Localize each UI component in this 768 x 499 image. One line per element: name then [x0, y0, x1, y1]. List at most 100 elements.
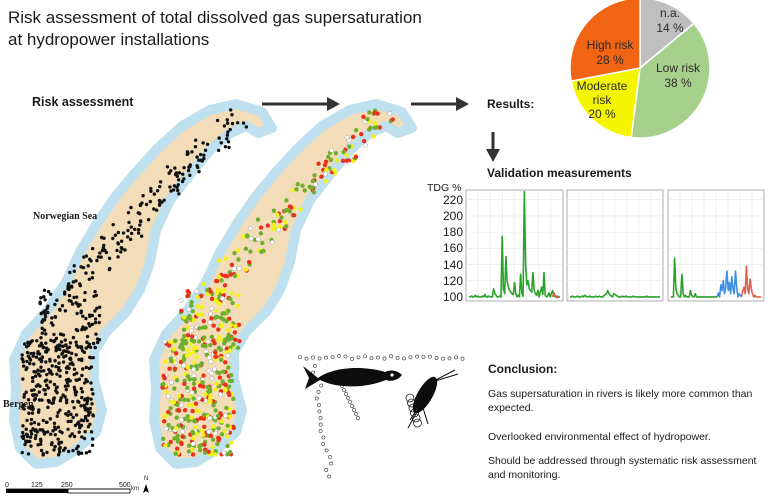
facility-dot	[45, 450, 49, 455]
facility-dot	[83, 408, 88, 412]
facility-dot	[20, 353, 24, 357]
pie-label-high: High risk 28 %	[580, 38, 640, 68]
risk-dot	[228, 373, 234, 378]
facility-dot	[39, 359, 44, 364]
facility-dot	[90, 322, 95, 327]
facility-dot	[195, 164, 199, 168]
facility-dot	[36, 351, 40, 356]
risk-dot	[279, 215, 284, 220]
risk-dot	[191, 339, 197, 344]
risk-dot	[332, 167, 337, 173]
facility-dot	[74, 279, 78, 283]
facility-dot	[169, 189, 173, 193]
risk-dot	[203, 392, 208, 397]
risk-dot	[208, 289, 213, 294]
risk-dot	[173, 351, 179, 356]
facility-dot	[225, 118, 229, 122]
facility-dot	[226, 130, 230, 134]
risk-dot	[374, 125, 379, 130]
facility-dot	[67, 345, 72, 349]
facility-dot	[20, 357, 24, 361]
risk-dot	[207, 415, 213, 421]
title-line-2: at hydropower installations	[8, 30, 210, 49]
facility-dot	[75, 311, 79, 316]
facility-dot	[78, 345, 83, 349]
pie-slice-label: High risk	[586, 38, 634, 52]
facility-dot	[45, 306, 49, 311]
facility-dot	[55, 414, 59, 418]
facility-dot	[56, 411, 60, 415]
risk-dot	[214, 381, 219, 386]
risk-dot	[179, 440, 184, 445]
risk-dot	[178, 417, 184, 423]
risk-dot	[185, 397, 191, 403]
pie-label-na: n.a. 14 %	[652, 6, 688, 36]
facility-dot	[175, 185, 179, 190]
facility-dot	[41, 318, 45, 322]
risk-dot	[219, 278, 224, 283]
risk-dot	[227, 449, 233, 455]
facility-dot	[116, 255, 120, 259]
facility-dot	[223, 144, 228, 149]
facility-dot	[89, 355, 93, 360]
facility-dot	[82, 403, 86, 408]
risk-dot	[217, 301, 222, 306]
risk-dot	[319, 174, 324, 179]
facility-dot	[43, 430, 47, 435]
risk-dot	[365, 116, 370, 122]
facility-dot	[31, 379, 35, 384]
facility-dot	[77, 430, 81, 434]
facility-dot	[26, 452, 31, 456]
facility-dot	[32, 362, 36, 366]
bubble	[342, 388, 346, 392]
facility-dot	[74, 340, 78, 344]
risk-dot	[229, 262, 235, 268]
facility-dot	[85, 334, 90, 339]
facility-dot	[57, 450, 62, 454]
pie-slice-value: 14 %	[656, 21, 684, 35]
risk-dot	[191, 396, 196, 401]
risk-dot	[312, 173, 317, 178]
facility-dot	[86, 264, 90, 268]
risk-dot	[192, 360, 197, 365]
facility-dot	[23, 442, 27, 447]
risk-dot	[191, 317, 197, 323]
risk-dot	[222, 311, 227, 316]
facility-dot	[136, 228, 141, 232]
map-label-sea: Norwegian Sea	[33, 211, 98, 222]
risk-dot	[226, 384, 232, 389]
facility-dot	[193, 138, 198, 142]
risk-dot	[344, 158, 350, 163]
facility-dot	[186, 168, 191, 173]
facility-dot	[158, 180, 163, 184]
facility-dot	[71, 415, 75, 420]
facility-dot	[90, 443, 95, 448]
facility-dot	[36, 368, 40, 372]
facility-dot	[45, 383, 49, 387]
north-label: N	[144, 476, 149, 482]
risk-dot	[224, 346, 229, 351]
risk-dot	[341, 149, 346, 155]
facility-dot	[40, 326, 44, 331]
risk-dot	[177, 344, 183, 350]
risk-dot	[197, 326, 202, 331]
risk-dot	[243, 246, 249, 251]
risk-dot	[227, 414, 232, 419]
facility-dot	[160, 200, 164, 204]
risk-dot	[298, 207, 303, 212]
risk-dot	[162, 414, 167, 420]
facility-dot	[29, 429, 33, 433]
risk-dot	[194, 431, 199, 436]
risk-dot	[163, 359, 169, 364]
risk-dot	[209, 334, 215, 339]
risk-dot	[163, 443, 168, 448]
facility-dot	[107, 256, 112, 261]
facility-dot	[63, 384, 68, 388]
facility-dot	[198, 152, 203, 157]
risk-dot	[206, 355, 212, 361]
facility-dot	[64, 378, 69, 382]
facility-dot	[71, 448, 75, 453]
risk-dot	[207, 319, 213, 325]
risk-dot	[179, 308, 184, 313]
risk-dot	[182, 408, 188, 413]
